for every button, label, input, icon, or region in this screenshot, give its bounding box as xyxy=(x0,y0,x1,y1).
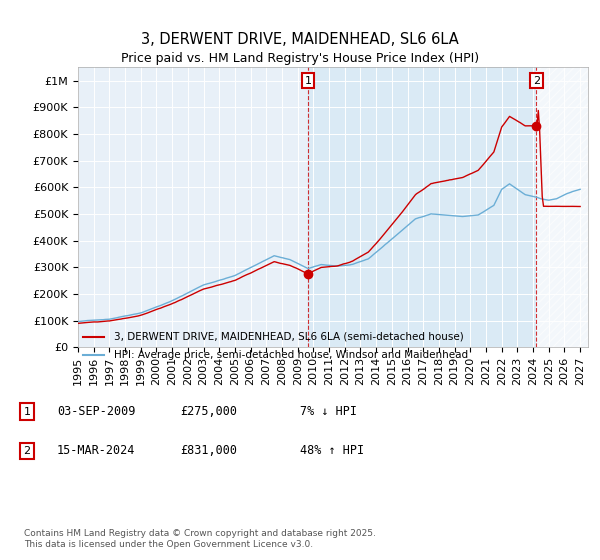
Text: Price paid vs. HM Land Registry's House Price Index (HPI): Price paid vs. HM Land Registry's House … xyxy=(121,52,479,66)
Text: 2: 2 xyxy=(533,76,540,86)
Text: 3, DERWENT DRIVE, MAIDENHEAD, SL6 6LA (semi-detached house): 3, DERWENT DRIVE, MAIDENHEAD, SL6 6LA (s… xyxy=(114,332,464,342)
Text: 1: 1 xyxy=(23,407,31,417)
Text: 03-SEP-2009: 03-SEP-2009 xyxy=(57,405,136,418)
Text: 2: 2 xyxy=(23,446,31,456)
Text: 48% ↑ HPI: 48% ↑ HPI xyxy=(300,444,364,458)
Text: 15-MAR-2024: 15-MAR-2024 xyxy=(57,444,136,458)
Text: HPI: Average price, semi-detached house, Windsor and Maidenhead: HPI: Average price, semi-detached house,… xyxy=(114,350,468,360)
Text: 3, DERWENT DRIVE, MAIDENHEAD, SL6 6LA: 3, DERWENT DRIVE, MAIDENHEAD, SL6 6LA xyxy=(141,32,459,46)
Text: £831,000: £831,000 xyxy=(180,444,237,458)
Bar xyxy=(536,67,588,347)
Bar xyxy=(308,67,536,347)
Text: 7% ↓ HPI: 7% ↓ HPI xyxy=(300,405,357,418)
Text: 1: 1 xyxy=(305,76,312,86)
Text: £275,000: £275,000 xyxy=(180,405,237,418)
Text: Contains HM Land Registry data © Crown copyright and database right 2025.
This d: Contains HM Land Registry data © Crown c… xyxy=(24,529,376,549)
